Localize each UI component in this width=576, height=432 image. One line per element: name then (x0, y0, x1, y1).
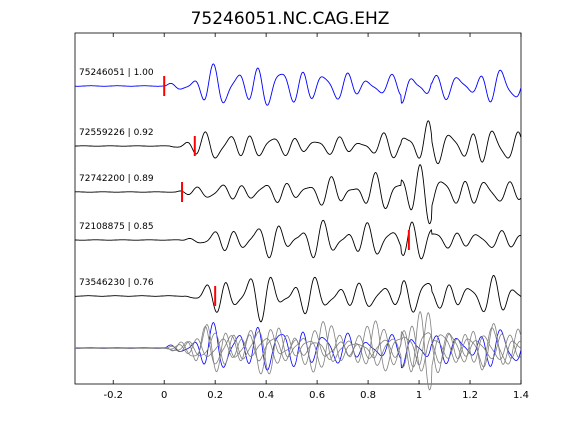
overlay-trace (75, 322, 522, 371)
x-tick-label: 0.8 (360, 390, 376, 401)
waveform-trace (75, 63, 522, 106)
plot-area (74, 32, 522, 385)
waveform-trace (75, 219, 521, 260)
trace-label: 73546230 | 0.76 (79, 278, 154, 288)
x-tick-label: 1.2 (462, 390, 478, 401)
x-tick-label: 0 (161, 390, 167, 401)
x-tick-label: -0.2 (103, 390, 123, 401)
x-tick-label: 0.6 (309, 390, 325, 401)
trace-group: 75246051 | 1.00 72559226 | 0.92 72742200 |… (74, 63, 522, 391)
waveform-trace (75, 120, 522, 165)
chart-title: 75246051.NC.CAG.EHZ (191, 9, 390, 29)
x-tick-label: 1.4 (513, 390, 529, 401)
waveform-trace (75, 274, 522, 323)
x-tick-label: 0.2 (207, 390, 223, 401)
waveform-trace (75, 164, 522, 225)
trace-label: 75246051 | 1.00 (79, 68, 154, 78)
x-tick-label: 0.4 (258, 390, 274, 401)
trace-label: 72559226 | 0.92 (79, 128, 154, 138)
trace-label: 72108875 | 0.85 (79, 222, 154, 232)
x-axis: -0.2 0 0.2 0.4 0.6 0.8 1 1.2 1.4 (103, 33, 529, 401)
x-tick-label: 1 (416, 390, 422, 401)
trace-label: 72742200 | 0.89 (79, 174, 154, 184)
overlay-trace (75, 323, 522, 375)
